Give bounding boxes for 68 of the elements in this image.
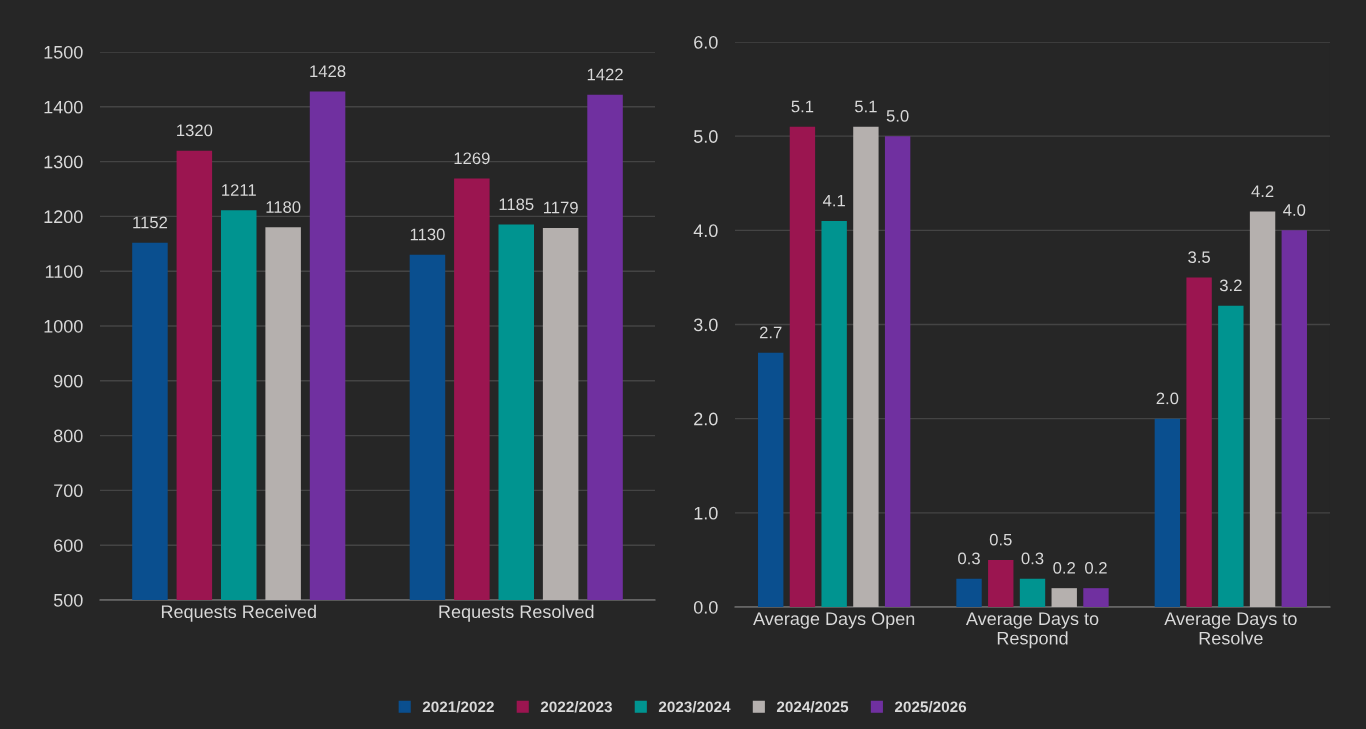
y-tick-label: 6.0: [694, 35, 718, 49]
data-label: 1180: [266, 201, 301, 213]
bar: [853, 126, 879, 607]
bar: [1281, 230, 1307, 607]
legend-label: 2023/2024: [658, 701, 731, 713]
data-label: 1320: [177, 124, 213, 137]
y-tick-label: 4.0: [693, 224, 718, 238]
data-label: 0.3: [1021, 552, 1044, 565]
y-tick-label: 2.0: [694, 412, 718, 426]
bar: [789, 126, 816, 607]
data-label: 1211: [222, 184, 256, 196]
data-label: 2.7: [759, 326, 782, 339]
data-label: 0.2: [1085, 561, 1107, 574]
data-label: 4.0: [1283, 204, 1306, 216]
x-tick-label: Average Days to Resolve: [1164, 612, 1297, 645]
y-tick-label: 1200: [44, 210, 83, 224]
data-label: 3.5: [1188, 251, 1210, 264]
data-label: 0.3: [958, 552, 980, 565]
y-tick-label: 5.0: [693, 130, 718, 143]
bar: [1218, 305, 1244, 607]
y-tick-label: 500: [53, 593, 83, 607]
x-tick-label: Average Days to Respond: [965, 612, 1099, 649]
data-label: 5.0: [886, 109, 909, 122]
bar: [1019, 578, 1046, 607]
y-tick-label: 900: [54, 374, 83, 388]
data-label: 0.5: [989, 533, 1012, 546]
y-tick-label: 600: [54, 539, 83, 552]
data-label: 1185: [499, 198, 534, 211]
legend-label: 2021/2022: [422, 701, 494, 713]
y-tick-label: 700: [54, 484, 83, 498]
y-tick-label: 1300: [44, 155, 83, 169]
bar: [1083, 588, 1109, 607]
y-tick-label: 800: [54, 429, 83, 443]
data-label: 1428: [310, 65, 346, 78]
data-label: 4.2: [1251, 185, 1274, 197]
data-label: 4.1: [822, 194, 845, 207]
bar: [1051, 588, 1077, 607]
y-tick-label: 1400: [44, 100, 83, 114]
y-tick-label: 1000: [44, 319, 83, 333]
x-tick-label: Requests Resolved: [439, 604, 594, 622]
data-label: 5.1: [791, 100, 814, 113]
y-tick-label: 3.0: [693, 318, 718, 332]
bar: [988, 559, 1014, 607]
bar: [1186, 277, 1212, 607]
x-tick-label: Average Days Open: [753, 612, 915, 629]
data-label: 5.1: [854, 100, 877, 113]
bar: [1249, 211, 1276, 607]
y-tick-label: 1500: [44, 45, 83, 59]
bar: [1154, 418, 1181, 607]
data-label: 2.0: [1156, 392, 1179, 405]
bar: [758, 352, 784, 607]
x-tick-label: Requests Received: [161, 604, 316, 622]
legend-label: 2025/2026: [894, 701, 967, 713]
data-label: 0.2: [1053, 561, 1075, 574]
bar: [884, 136, 911, 607]
data-label: 1179: [544, 201, 578, 214]
y-tick-label: 1.0: [694, 506, 718, 520]
bar: [821, 220, 847, 607]
legend-label: 2022/2023: [540, 701, 612, 713]
data-label: 3.2: [1219, 279, 1242, 292]
legend-label: 2024/2025: [776, 701, 849, 713]
data-label: 1130: [410, 228, 445, 241]
bar: [956, 578, 982, 607]
data-label: 1152: [133, 216, 168, 229]
data-label: 1422: [587, 68, 623, 81]
data-label: 1269: [454, 152, 490, 165]
y-tick-label: 1100: [45, 265, 83, 278]
y-tick-label: 0.0: [693, 600, 718, 614]
